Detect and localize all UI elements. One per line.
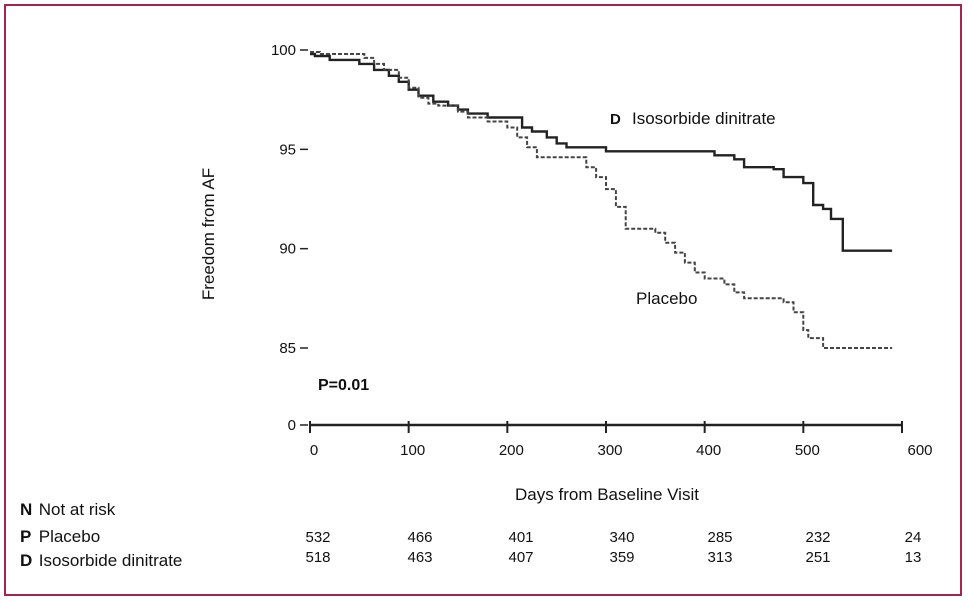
- risk-number: 313: [707, 549, 733, 566]
- risk-header: N Not at risk: [20, 500, 115, 520]
- risk-row-placebo: P Placebo: [20, 527, 100, 547]
- risk-number: 466: [407, 529, 433, 546]
- series-label-placebo: Placebo: [636, 289, 697, 308]
- risk-number: 232: [805, 529, 831, 546]
- x-tick-label: 500: [795, 442, 820, 459]
- p-value-annotation: P=0.01: [318, 377, 369, 394]
- risk-number: 251: [805, 549, 831, 566]
- risk-number: 532: [305, 529, 331, 546]
- risk-number: 401: [508, 529, 534, 546]
- risk-header-label: Not at risk: [38, 500, 116, 519]
- risk-row-isosorbide: D Isosorbide dinitrate: [20, 551, 182, 571]
- risk-number: 463: [407, 549, 433, 566]
- y-tick-label: 100: [271, 42, 296, 59]
- tick-labels: 0 85 90 95 100 0 100 200 300 400 500 600: [271, 42, 933, 459]
- y-tick-label: 90: [279, 241, 296, 258]
- x-tick-label: 400: [696, 442, 721, 459]
- x-tick-label: 300: [597, 442, 622, 459]
- risk-number: 285: [707, 529, 733, 546]
- y-tick-label: 0: [288, 417, 296, 434]
- y-tick-label: 85: [279, 340, 296, 357]
- y-tick-label: 95: [279, 141, 296, 158]
- x-tick-label: 200: [499, 442, 524, 459]
- risk-row-letter: D: [20, 551, 33, 570]
- x-axis-label: Days from Baseline Visit: [515, 485, 699, 504]
- risk-number: 340: [609, 529, 635, 546]
- risk-row-label: Isosorbide dinitrate: [38, 551, 183, 570]
- legend-marker-isosorbide: D: [610, 111, 621, 128]
- series-layer: [310, 51, 893, 349]
- axes: [300, 49, 903, 433]
- risk-number: 13: [904, 549, 922, 566]
- risk-row-letter: P: [20, 527, 32, 546]
- risk-row-label: Placebo: [38, 527, 101, 546]
- risk-number: 407: [508, 549, 534, 566]
- series-line-placebo: [310, 51, 893, 349]
- series-line-isosorbide: [310, 52, 893, 252]
- x-tick-label: 100: [400, 442, 425, 459]
- risk-header-letter: N: [20, 500, 33, 519]
- series-label-isosorbide: Isosorbide dinitrate: [632, 109, 776, 128]
- x-tick-label: 0: [310, 442, 318, 459]
- x-tick-label: 600: [907, 442, 932, 459]
- risk-number: 24: [904, 529, 922, 546]
- risk-number: 359: [609, 549, 635, 566]
- risk-number: 518: [305, 549, 331, 566]
- figure-border: [4, 4, 962, 596]
- y-axis-label: Freedom from AF: [199, 168, 218, 300]
